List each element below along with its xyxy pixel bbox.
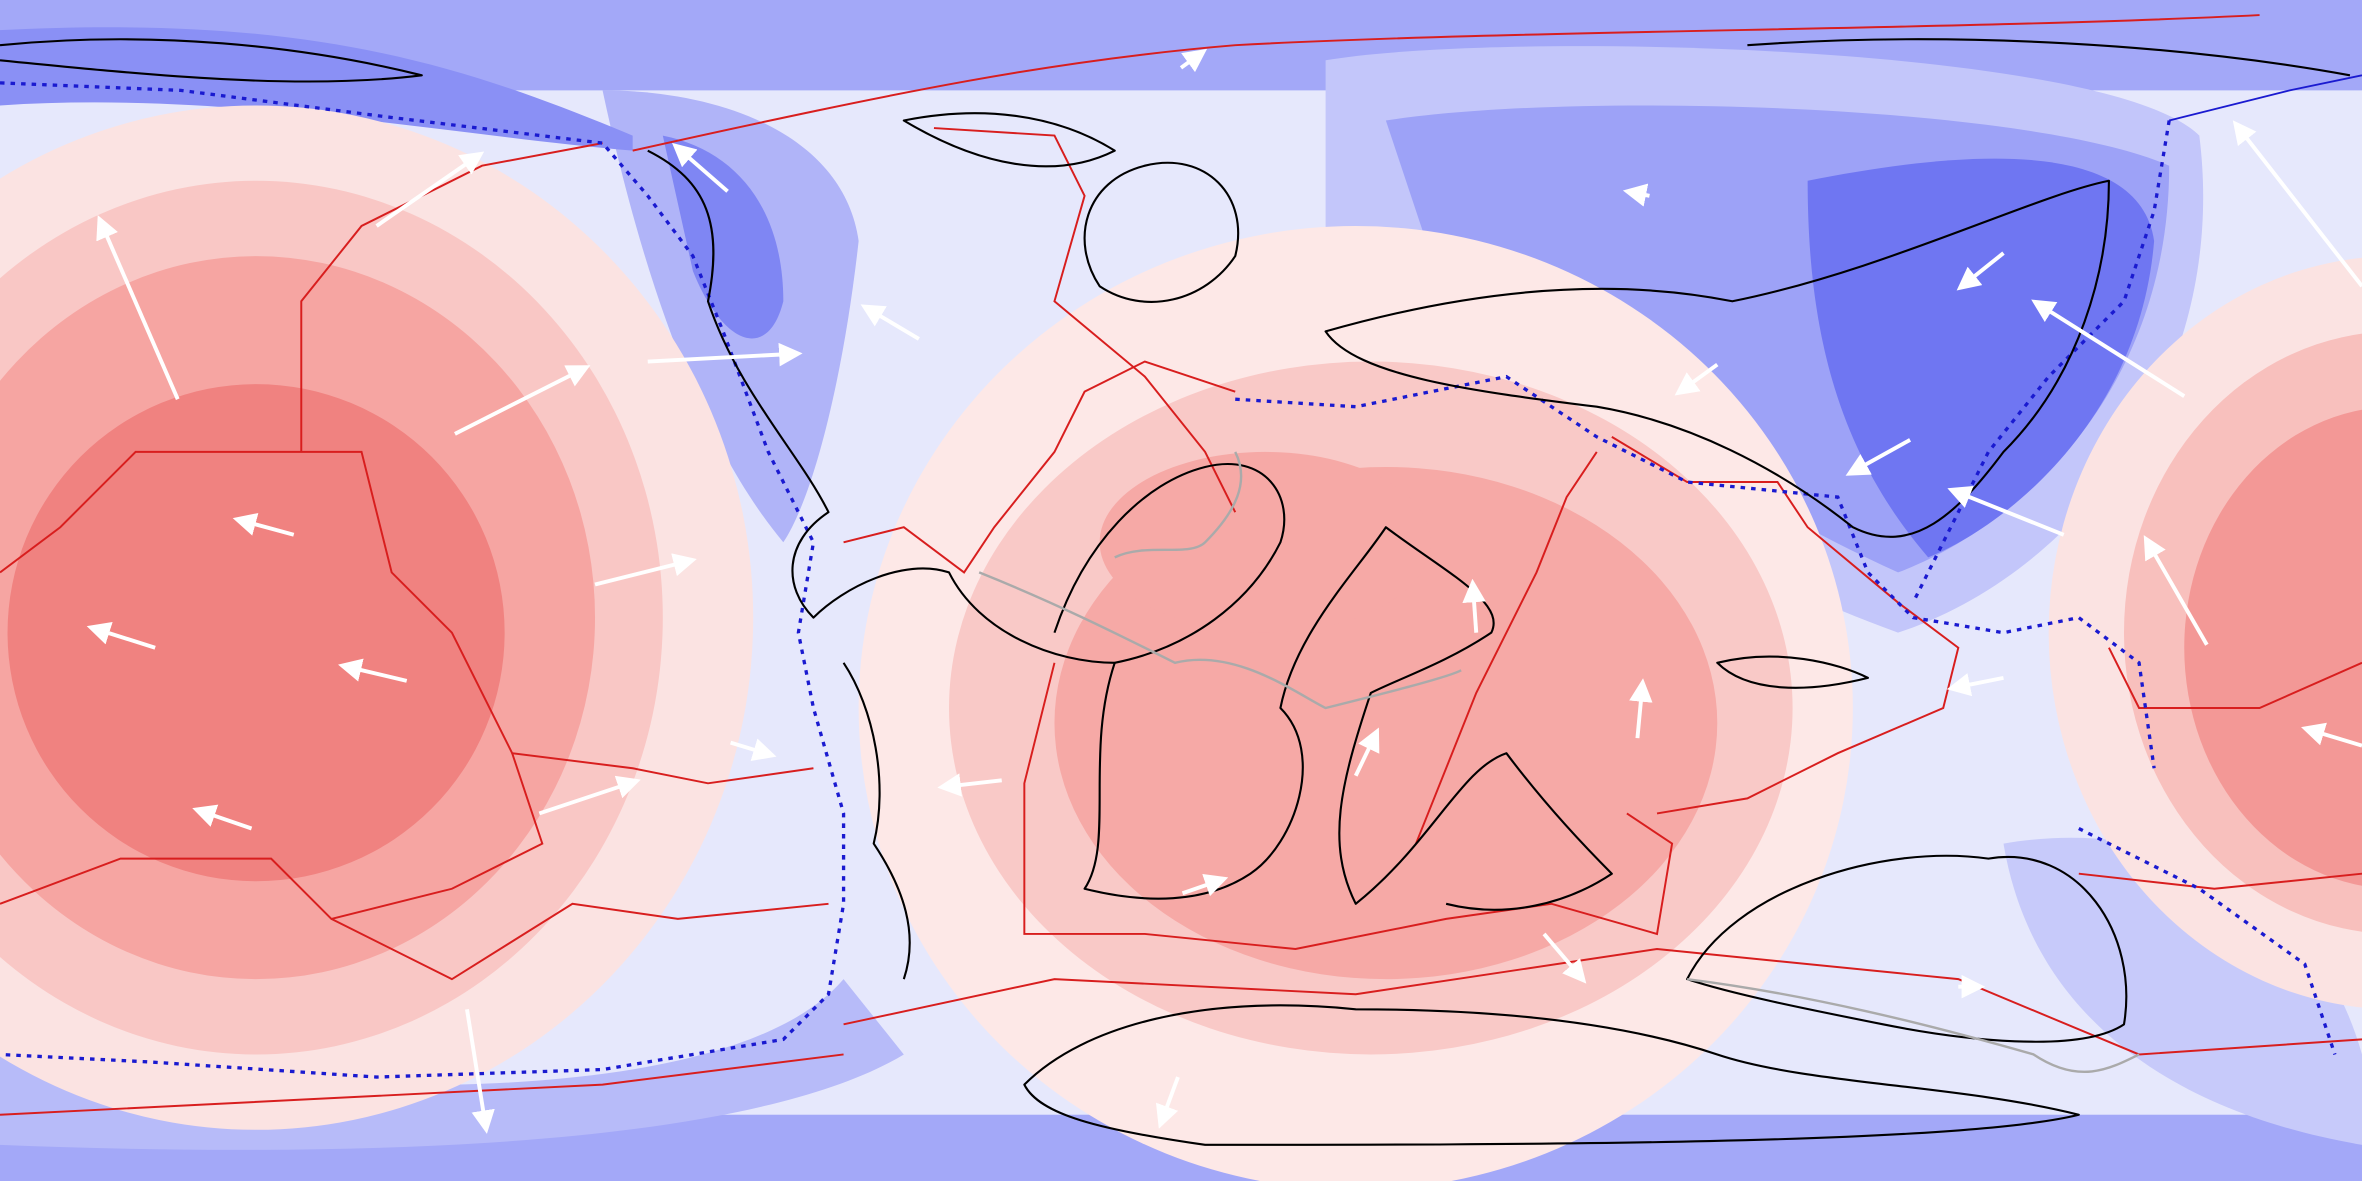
plate-boundarie: [330, 902, 829, 981]
coastline: [1083, 161, 1240, 303]
plate-boundarie: [933, 127, 1237, 513]
plate-boundarie: [2078, 872, 2362, 890]
velocity-arrow: [1956, 251, 2005, 291]
positive-anomaly-right: [2184, 409, 2362, 886]
plate-boundarie: [0, 450, 814, 785]
velocity-arrow: [96, 215, 180, 400]
plate-boundarie: [300, 142, 603, 452]
velocity-arrow: [338, 658, 408, 683]
terrane-outline: [1686, 977, 2140, 1074]
positive-anomaly-left: [0, 105, 754, 1130]
positive-anomaly-left: [7, 384, 505, 882]
coastline: [1716, 655, 1869, 689]
subduction-zone: [0, 81, 846, 1079]
plate-boundarie: [843, 948, 2362, 1056]
velocity-arrow: [594, 553, 697, 587]
coastline: [1747, 38, 2351, 77]
velocity-arrow: [2232, 120, 2362, 288]
velocity-arrow: [1946, 673, 2004, 697]
background-field: [1807, 158, 2155, 558]
velocity-arrow: [538, 775, 641, 816]
plate-boundarie: [1611, 436, 1960, 815]
subduction-zones: [0, 74, 2362, 1079]
velocity-arrow: [192, 804, 253, 831]
subduction-zone: [2168, 74, 2362, 122]
plate-boundarie: [1415, 451, 1598, 844]
velocity-arrow: [1674, 362, 1719, 396]
positive-anomaly-center: [1099, 451, 1432, 633]
subduction-zone: [1235, 374, 2156, 769]
velocity-arrow: [1542, 932, 1587, 984]
velocity-arrow: [2143, 535, 2209, 646]
positive-anomaly-center: [858, 226, 1853, 1181]
background-field: [0, 27, 633, 151]
velocity-arrow: [454, 365, 591, 436]
velocity-arrows: [86, 48, 2362, 1134]
coastline: [1023, 1004, 2080, 1146]
plate-boundarie: [2108, 647, 2362, 709]
terrane-outline: [978, 571, 1462, 710]
velocity-arrow: [86, 621, 156, 650]
plate-boundarie: [1023, 662, 1674, 951]
plate-boundarie: [0, 1053, 844, 1116]
velocity-arrow: [1181, 873, 1229, 897]
velocity-arrow: [672, 142, 729, 193]
plate-boundarie: [843, 360, 1236, 574]
velocity-arrow: [1179, 48, 1208, 73]
subduction-zone: [2078, 827, 2337, 1055]
velocity-arrow: [647, 342, 803, 367]
velocity-arrow: [1353, 727, 1380, 777]
coastline: [842, 662, 911, 980]
velocity-arrow: [937, 773, 1002, 797]
plate-boundaries: [0, 14, 2362, 1116]
velocity-arrow: [1845, 438, 1912, 476]
terrane-outlines: [978, 451, 2140, 1074]
velocity-arrow: [1155, 1076, 1180, 1129]
velocity-arrow: [860, 304, 920, 341]
coastlines: [0, 38, 2351, 1146]
velocity-arrow: [1947, 486, 2065, 537]
coastline: [1324, 179, 2110, 538]
velocity-arrow: [1629, 678, 1653, 739]
terrane-outline: [1114, 451, 1243, 559]
coastline: [647, 149, 1613, 911]
plate-boundarie: [632, 14, 2260, 152]
velocity-arrow: [730, 738, 777, 762]
coastline: [1053, 463, 1286, 664]
velocity-arrow: [1622, 183, 1650, 207]
velocity-arrow: [232, 512, 295, 537]
velocity-arrow: [465, 1008, 495, 1134]
positive-anomaly-right: [2048, 257, 2362, 1008]
velocity-arrow: [2301, 722, 2362, 748]
coastline: [902, 112, 1116, 168]
coastline: [0, 38, 423, 83]
velocity-arrow: [2031, 299, 2186, 398]
velocity-arrow: [1462, 578, 1486, 633]
coastline: [1686, 854, 2128, 1043]
velocity-arrow: [375, 151, 485, 228]
